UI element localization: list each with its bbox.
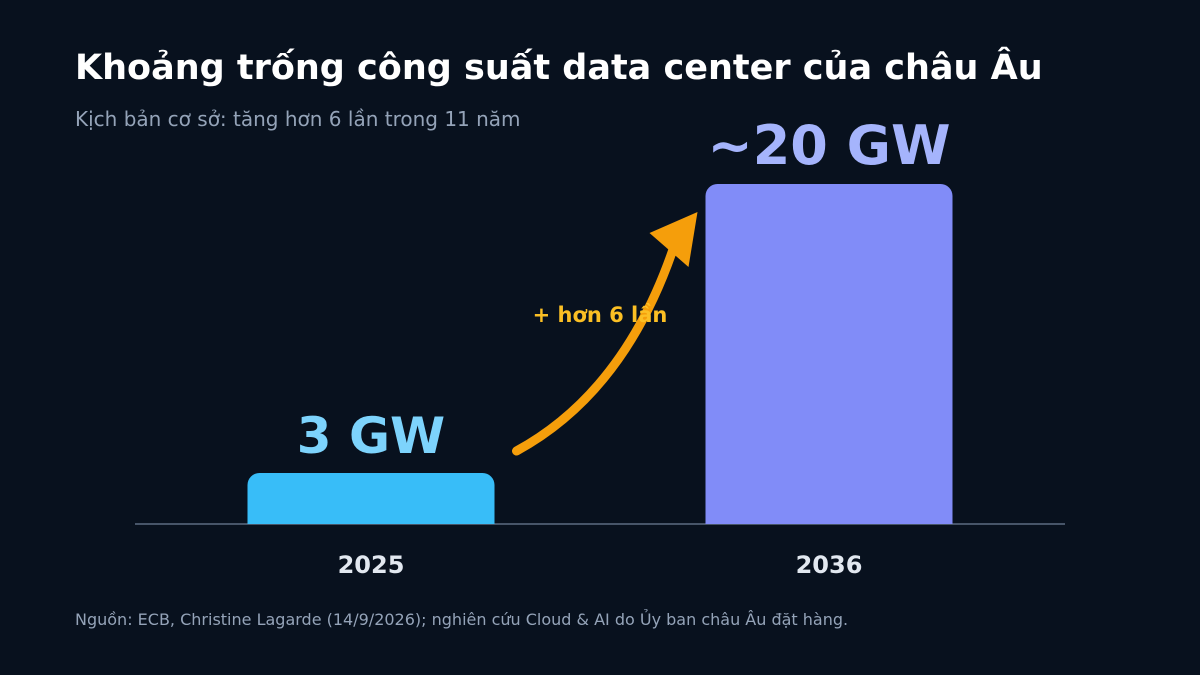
chart-title: Khoảng trống công suất data center của c… — [75, 48, 1043, 88]
bar-2025 — [247, 473, 495, 524]
growth-annotation: + hơn 6 lần — [533, 303, 668, 327]
source-note: Nguồn: ECB, Christine Lagarde (14/9/2026… — [75, 610, 849, 629]
growth-arrow-head — [649, 212, 698, 267]
x-tick-label-2025: 2025 — [338, 551, 405, 579]
growth-arrow-icon — [512, 212, 698, 456]
bar-2036 — [705, 184, 953, 524]
growth-arrow-line — [512, 237, 680, 456]
data-label-2025: 3 GW — [297, 407, 445, 465]
chart-subtitle: Kịch bản cơ sở: tăng hơn 6 lần trong 11 … — [75, 107, 521, 131]
data-label-2036: ~20 GW — [707, 114, 950, 177]
x-tick-label-2036: 2036 — [796, 551, 863, 579]
